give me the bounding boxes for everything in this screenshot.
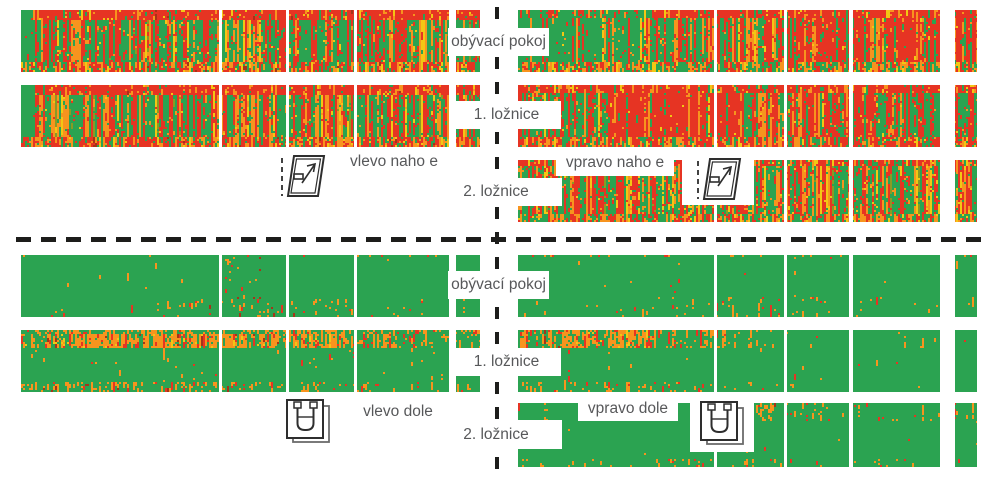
heatmap-top-left-bedroom-1 xyxy=(21,85,480,147)
room-label-text: 1. ložnice xyxy=(473,353,540,371)
room-label-living-room-bottom: obývací pokoj xyxy=(448,271,549,299)
heatmap-bottom-left-living-room xyxy=(21,255,480,317)
heatmap-bottom-right-living-room xyxy=(518,255,977,317)
heatmap-top-right-bedroom-1 xyxy=(518,85,977,147)
vertical-dashed-divider xyxy=(495,7,499,471)
window-plan-icon-svg xyxy=(286,399,330,443)
room-label-bedroom-2-top: 2. ložnice xyxy=(430,178,562,206)
open-window-icon xyxy=(276,148,328,202)
caption-text: vlevo naho e xyxy=(350,153,438,171)
room-label-text: obývací pokoj xyxy=(451,276,546,294)
heatmap-bottom-left-bedroom-1 xyxy=(21,330,480,392)
room-label-living-room-top: obývací pokoj xyxy=(448,28,549,56)
open-window-icon-svg xyxy=(281,155,326,197)
caption-text: vpravo naho e xyxy=(565,154,665,172)
room-label-text: obývací pokoj xyxy=(451,33,546,51)
window-plan-icon xyxy=(280,394,336,448)
room-label-bedroom-1-top: 1. ložnice xyxy=(452,101,561,129)
caption-text: vpravo dole xyxy=(587,399,669,417)
window-plan-icon xyxy=(690,394,754,452)
caption-top-right: vpravo naho e xyxy=(556,150,674,176)
caption-top-left: vlevo naho e xyxy=(338,150,450,174)
heatmap-top-right-living-room xyxy=(518,10,977,72)
caption-text: vlevo dole xyxy=(363,403,433,421)
horizontal-dashed-divider xyxy=(16,237,990,242)
room-label-text: 1. ložnice xyxy=(473,106,540,124)
caption-bottom-right: vpravo dole xyxy=(578,396,678,421)
room-label-bedroom-1-bottom: 1. ložnice xyxy=(452,348,561,376)
heatmap-top-left-living-room xyxy=(21,10,480,72)
open-window-icon-svg xyxy=(697,158,742,200)
caption-bottom-left: vlevo dole xyxy=(348,400,448,424)
heatmap-bottom-right-bedroom-1 xyxy=(518,330,977,392)
open-window-icon xyxy=(682,151,754,205)
room-label-text: 2. ložnice xyxy=(463,183,529,201)
room-label-text: 2. ložnice xyxy=(463,425,529,443)
window-plan-icon-svg xyxy=(700,401,744,445)
room-label-bedroom-2-bottom: 2. ložnice xyxy=(430,420,562,449)
